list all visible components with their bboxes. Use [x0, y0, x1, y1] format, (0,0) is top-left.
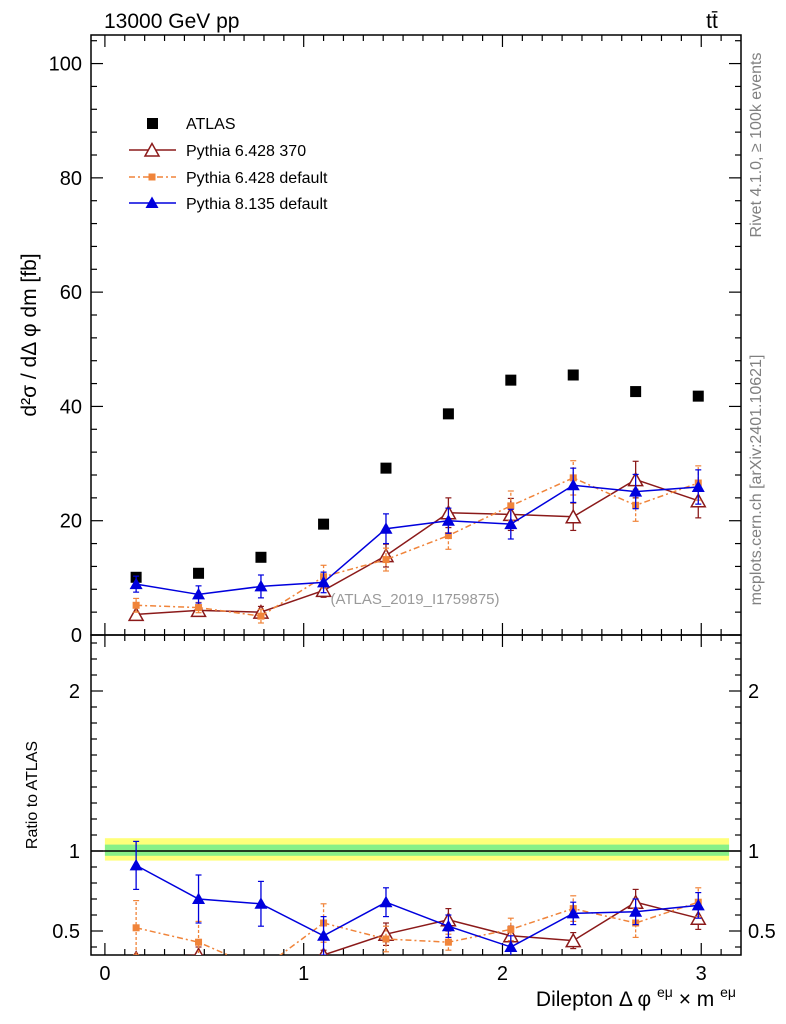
header-left-label: 13000 GeV pp [104, 10, 239, 33]
ratio-point [504, 940, 518, 952]
ratio-point [444, 938, 452, 946]
axis-tick-labels: 0 1 2 3 0 20 40 60 80 100 0.5 0.5 1 1 2 2 [49, 54, 776, 985]
series-1-ratio [133, 888, 707, 955]
data-point [379, 522, 393, 534]
series-3-main [129, 467, 705, 604]
y-tick-label: 60 [60, 282, 82, 304]
y-tick-label: 0 [71, 625, 82, 647]
ratio-point [629, 905, 643, 917]
ratio-point [317, 929, 331, 941]
data-point [507, 502, 515, 510]
ratio-point [382, 935, 390, 943]
ratio-point [441, 919, 455, 932]
data-point [255, 551, 267, 563]
y-tick-label: 40 [60, 396, 82, 418]
series-0-main [130, 369, 704, 583]
data-point [630, 386, 642, 398]
analysis-watermark: (ATLAS_2019_I1759875) [330, 591, 499, 608]
legend-label-atlas: ATLAS [186, 116, 236, 133]
legend-marker-pythia6-default [148, 173, 156, 181]
ratio-point [195, 938, 203, 946]
data-point [444, 532, 452, 540]
ratio-point [691, 898, 705, 911]
data-point [382, 556, 390, 564]
ratio-point [192, 892, 206, 904]
series-line [136, 484, 699, 596]
legend-label-pythia6-370: Pythia 6.428 370 [186, 143, 306, 160]
axis-ticks [91, 35, 741, 955]
data-point [317, 575, 331, 588]
ratio-point [257, 966, 264, 973]
legend-marker-pythia6-370 [143, 141, 161, 157]
legend-label-pythia6-default: Pythia 6.428 default [186, 170, 328, 187]
ratio-tick-label-left: 0.5 [52, 921, 80, 943]
legend-marker-atlas [147, 118, 158, 129]
data-point [193, 567, 205, 579]
data-point [566, 478, 580, 491]
y-tick-label: 20 [60, 511, 82, 533]
data-point [567, 369, 579, 381]
x-tick-label: 1 [298, 963, 309, 985]
data-point [505, 374, 517, 386]
x-tick-label: 0 [99, 963, 110, 985]
ratio-plot-frame [90, 634, 742, 956]
ratio-tick-label-left: 2 [69, 681, 80, 703]
rivet-side-label: Rivet 4.1.0, ≥ 100k events [748, 53, 765, 238]
data-point [442, 408, 454, 420]
data-point [692, 390, 704, 402]
ratio-tick-label-right: 0.5 [748, 921, 776, 943]
legend: ATLAS Pythia 6.428 370 Pythia 6.428 defa… [129, 116, 328, 213]
data-point [629, 485, 643, 497]
ratio-point [507, 925, 515, 933]
data-point [380, 462, 392, 474]
ratio-series-line [135, 864, 699, 948]
ratio-tick-label-right: 1 [748, 841, 759, 863]
ratio-point [132, 924, 140, 932]
y-tick-label: 80 [60, 168, 82, 190]
x-tick-label: 3 [696, 963, 707, 985]
ratio-point [254, 897, 268, 909]
ratio-tick-label-left: 1 [69, 841, 80, 863]
ratio-point [129, 858, 143, 871]
data-point [691, 480, 705, 492]
data-point [127, 606, 145, 622]
series-line [136, 477, 699, 617]
data-point [564, 508, 582, 524]
header-right-label: tt̄ [706, 10, 718, 33]
data-point [129, 577, 143, 590]
data-point [195, 604, 203, 612]
legend-label-pythia8: Pythia 8.135 default [186, 196, 328, 213]
ratio-point [260, 954, 261, 955]
ratio-band-green [104, 844, 730, 856]
x-tick-label: 2 [497, 963, 508, 985]
series-3-ratio [129, 840, 705, 955]
data-point [504, 517, 518, 530]
ratio-point [566, 906, 580, 919]
data-point [318, 518, 330, 530]
legend-marker-pythia8 [145, 196, 159, 208]
mcplots-side-label: mcplots.cern.ch [arXiv:2401.10621] [748, 355, 765, 606]
x-axis-label: Dilepton Δ φ eμ × m eμ [536, 979, 736, 1011]
data-point [257, 612, 265, 620]
ratio-y-axis-label: Ratio to ATLAS [24, 741, 41, 849]
data-point [441, 514, 455, 526]
data-point [192, 587, 206, 600]
ratio-series-line [183, 901, 699, 955]
y-axis-label: d²σ / dΔ φ dm [fb] [18, 253, 41, 416]
data-point [132, 601, 140, 609]
ratio-point [564, 932, 582, 948]
data-point [254, 579, 268, 592]
ratio-tick-label-right: 2 [748, 681, 759, 703]
ratio-point [379, 895, 393, 908]
y-tick-label: 100 [49, 54, 82, 76]
